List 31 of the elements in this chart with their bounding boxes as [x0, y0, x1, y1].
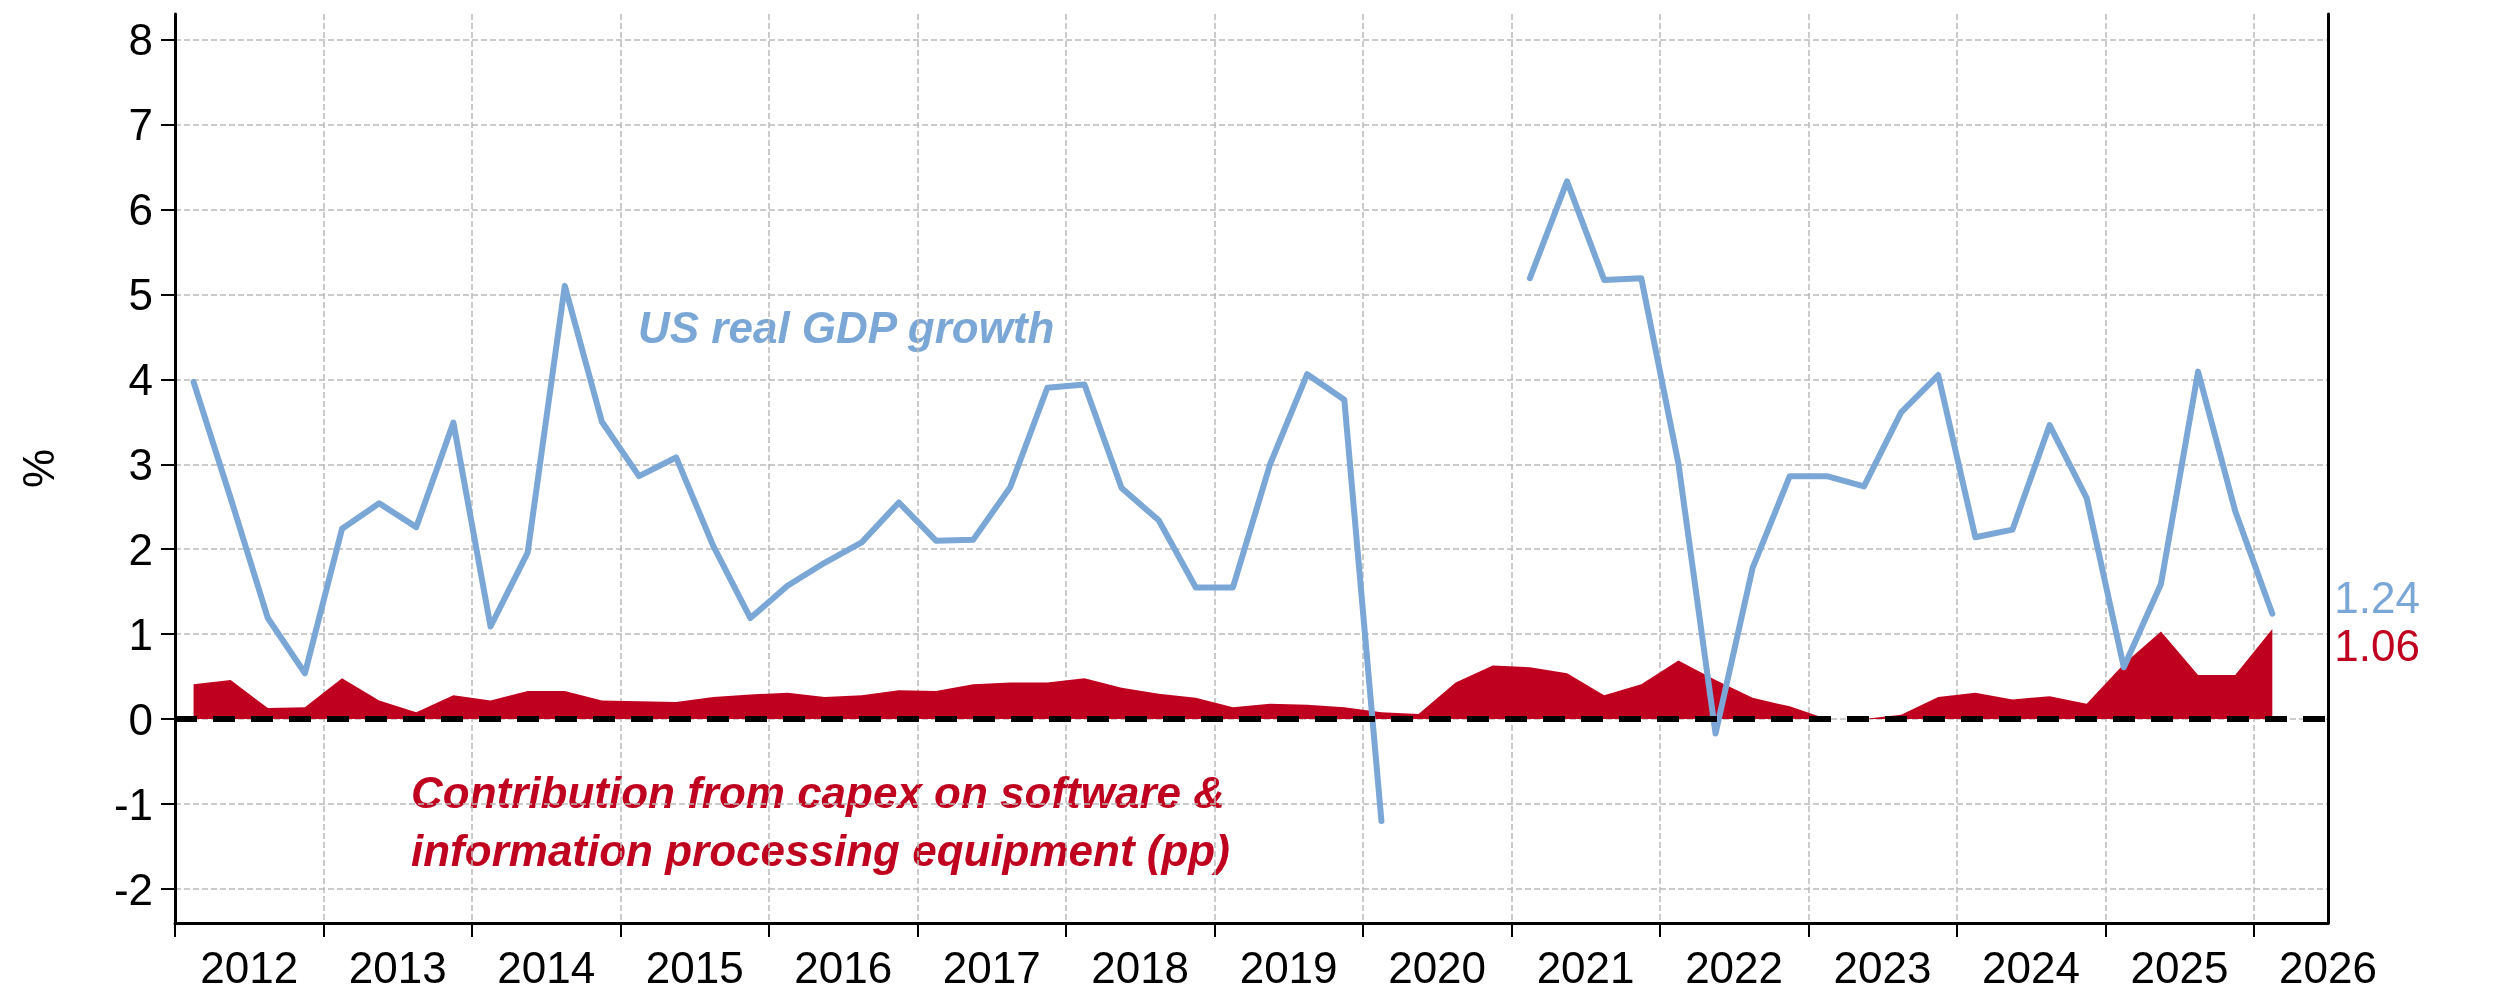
x-tick-label: 2023 — [1833, 942, 1932, 992]
y-tick-label: 0 — [128, 694, 153, 744]
series-label: US real GDP growth — [638, 302, 1055, 352]
y-tick-label: 7 — [128, 99, 153, 149]
data-label: 1.06 — [2334, 620, 2420, 670]
y-tick-label: 2 — [128, 524, 153, 574]
series-label: Contribution from capex on software & information processing equipment (pp) — [411, 767, 1238, 875]
x-tick-label: 2026 — [2279, 942, 2377, 992]
x-tick-label: 2025 — [2130, 942, 2229, 992]
x-tick-label: 2014 — [497, 942, 596, 992]
y-tick-label: 5 — [128, 269, 153, 319]
x-tick-label: 2024 — [1982, 942, 2080, 992]
x-tick-label: 2020 — [1388, 942, 1487, 992]
x-tick-label: 2019 — [1239, 942, 1338, 992]
x-tick-label: 2016 — [794, 942, 893, 992]
x-tick-label: 2022 — [1685, 942, 1784, 992]
y-tick-label: -2 — [113, 864, 153, 914]
x-tick-label: 2012 — [200, 942, 299, 992]
y-tick-label: 3 — [128, 439, 153, 489]
y-tick-label: 6 — [128, 184, 153, 234]
x-tick-label: 2013 — [348, 942, 447, 992]
x-tick-label: 2018 — [1091, 942, 1190, 992]
y-tick-label: 8 — [128, 14, 153, 64]
y-tick-label: 4 — [128, 354, 153, 404]
x-tick-label: 2021 — [1536, 942, 1635, 992]
y-axis-title: % — [13, 448, 63, 489]
y-tick-label: -1 — [113, 779, 153, 829]
data-label: 1.24 — [2334, 573, 2420, 623]
y-tick-label: 1 — [128, 609, 153, 659]
x-tick-label: 2017 — [942, 942, 1041, 992]
x-tick-label: 2015 — [645, 942, 744, 992]
